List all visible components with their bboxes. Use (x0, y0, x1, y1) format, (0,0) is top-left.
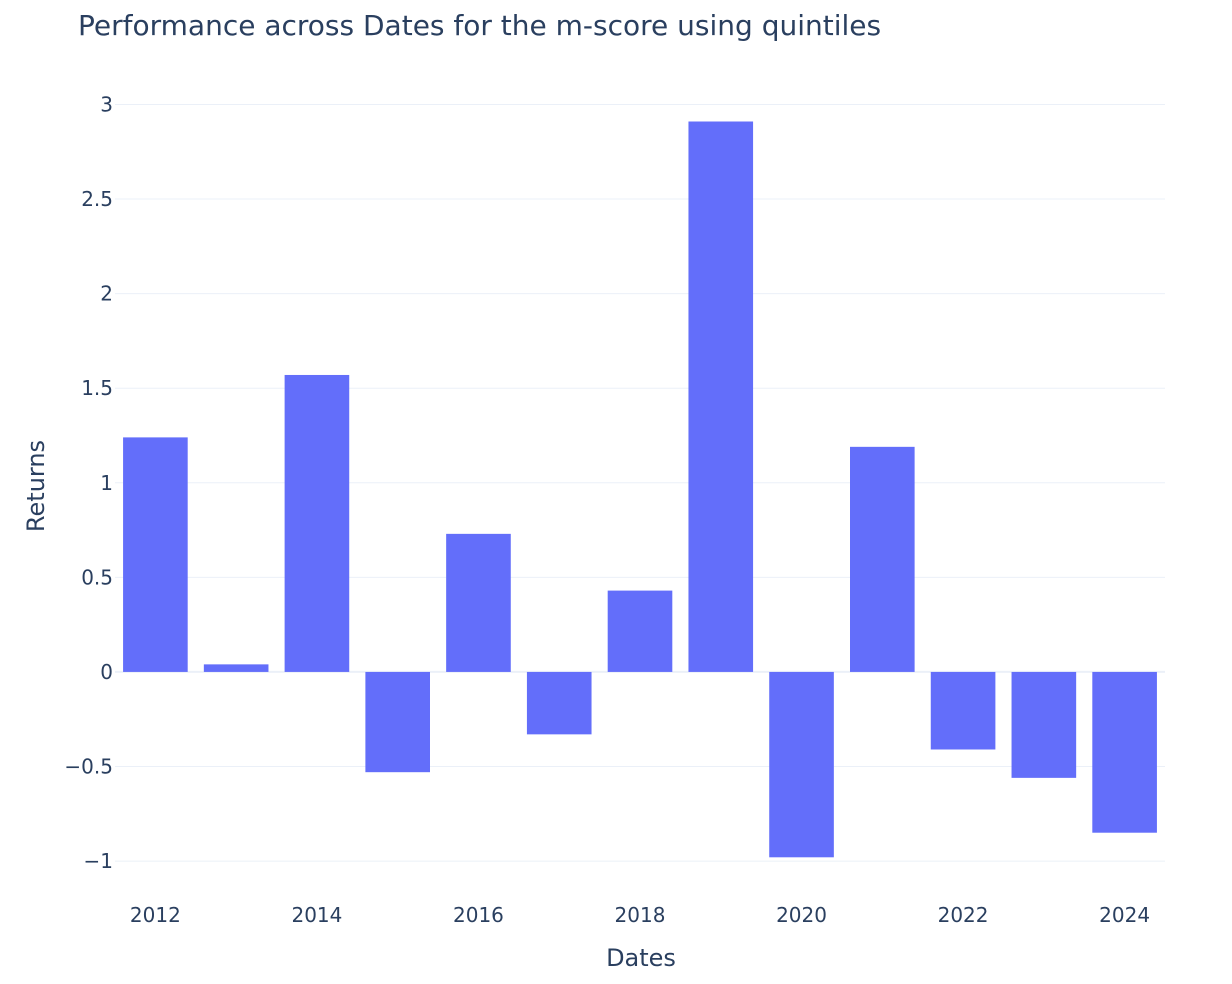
y-tick-label: 1.5 (81, 376, 113, 400)
bar-2022 (930, 671, 996, 750)
x-tick-label: 2018 (615, 903, 666, 927)
bar-2014 (284, 374, 350, 672)
bar-2016 (446, 533, 511, 672)
x-axis-ticks: 2012 2014 2016 2018 2020 2022 2024 (130, 903, 1150, 927)
bar-2020 (769, 671, 834, 858)
y-tick-label: 0 (100, 660, 113, 684)
bar-2017 (526, 671, 592, 735)
x-tick-label: 2022 (938, 903, 989, 927)
y-tick-label: 1 (100, 471, 113, 495)
bar-2012 (123, 437, 188, 672)
chart-title: Performance across Dates for the m-score… (78, 9, 881, 42)
gridlines (115, 103, 1165, 862)
x-tick-label: 2020 (776, 903, 827, 927)
x-axis-title: Dates (606, 944, 676, 972)
y-tick-label: 0.5 (81, 565, 113, 589)
bar-2024 (1092, 671, 1157, 833)
x-tick-label: 2014 (291, 903, 342, 927)
y-tick-label: 3 (100, 92, 113, 116)
x-tick-label: 2016 (453, 903, 504, 927)
bar-2021 (850, 446, 915, 672)
y-axis-title: Returns (22, 440, 50, 532)
y-tick-label: 2 (100, 282, 113, 306)
x-tick-label: 2024 (1099, 903, 1150, 927)
y-tick-label: 2.5 (81, 187, 113, 211)
y-axis-ticks: −1 −0.5 0 0.5 1 1.5 2 2.5 3 (64, 92, 113, 873)
y-tick-label: −0.5 (64, 755, 113, 779)
bar-2018 (607, 590, 673, 672)
bar-2015 (365, 671, 430, 773)
bar-2019 (688, 121, 754, 672)
bar-2023 (1011, 671, 1077, 778)
y-tick-label: −1 (84, 849, 113, 873)
x-tick-label: 2012 (130, 903, 181, 927)
bar-2013 (203, 664, 269, 672)
bars (123, 121, 1157, 858)
